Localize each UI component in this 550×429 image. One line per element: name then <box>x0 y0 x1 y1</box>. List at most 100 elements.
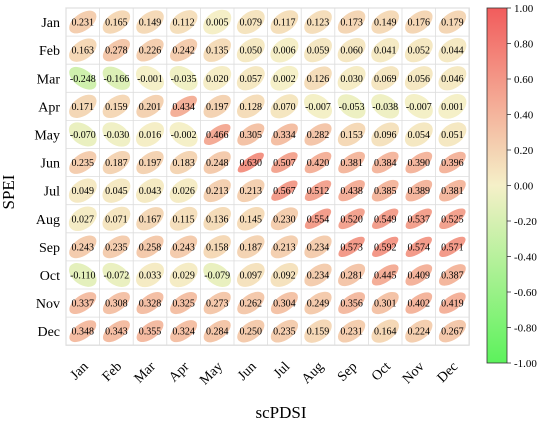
cell-value-label: -0.035 <box>171 74 197 85</box>
cell-ellipse <box>237 235 265 259</box>
cell-value-label: 0.278 <box>105 46 128 57</box>
cell-value-label: 0.197 <box>206 102 229 113</box>
y-tick-label: May <box>34 128 60 143</box>
cell-value-label: 0.409 <box>408 270 431 281</box>
cell-ellipse <box>169 10 198 34</box>
cell-value-label: 0.243 <box>172 242 195 253</box>
cell-ellipse <box>438 66 467 91</box>
cell-ellipse <box>271 152 298 173</box>
cell-ellipse <box>102 320 130 343</box>
cell-value-label: 0.135 <box>206 46 229 57</box>
cell-value-label: 0.027 <box>72 214 95 225</box>
cell-value-label: 0.158 <box>206 242 229 253</box>
x-tick-label: Dec <box>435 359 462 386</box>
cell-ellipse <box>102 206 131 231</box>
cell-value-label: 0.159 <box>105 102 128 113</box>
cell-value-label: 0.097 <box>240 270 263 281</box>
cell-ellipse <box>270 291 298 315</box>
y-tick-label: Nov <box>36 297 60 312</box>
cell-value-label: 0.387 <box>441 270 464 281</box>
cell-ellipse <box>136 320 164 343</box>
cell-ellipse <box>404 66 433 91</box>
cell-value-label: 0.630 <box>240 158 263 169</box>
cell-ellipse <box>136 262 164 288</box>
cell-ellipse <box>404 122 433 147</box>
cell-ellipse <box>203 319 231 343</box>
cell-ellipse <box>203 123 231 145</box>
cell-ellipse <box>304 180 332 201</box>
y-tick-label: Oct <box>40 269 60 284</box>
cell-value-label: 0.030 <box>340 74 363 85</box>
cell-value-label: -0.166 <box>103 74 129 85</box>
cell-value-label: 0.325 <box>172 299 195 310</box>
cell-ellipse <box>136 94 164 118</box>
cell-ellipse <box>270 235 299 259</box>
cell-value-label: 0.213 <box>240 186 263 197</box>
cell-value-label: 0.567 <box>273 186 296 197</box>
colorbar-tick-label: 0.20 <box>514 145 534 157</box>
cell-ellipse <box>68 206 97 231</box>
cell-value-label: 0.213 <box>273 242 296 253</box>
cell-value-label: -0.072 <box>103 270 129 281</box>
cell-value-label: 0.248 <box>206 158 229 169</box>
cell-value-label: 0.171 <box>72 102 95 113</box>
cell-value-label: 0.282 <box>307 130 330 141</box>
cell-ellipse <box>337 38 366 63</box>
cell-value-label: 0.419 <box>441 299 464 310</box>
cell-ellipse <box>304 235 332 259</box>
cell-value-label: -0.001 <box>137 74 163 85</box>
cell-value-label: 0.173 <box>340 18 363 29</box>
cell-value-label: 0.167 <box>139 214 162 225</box>
x-tick-label: Jul <box>271 359 293 381</box>
cell-ellipse <box>438 319 466 343</box>
cell-ellipse <box>405 264 433 286</box>
cell-value-label: 0.128 <box>240 102 263 113</box>
cell-value-label: 0.537 <box>408 214 431 225</box>
cell-value-label: 0.163 <box>72 46 95 57</box>
colorbar-tick-label: -0.20 <box>514 216 537 228</box>
cell-ellipse <box>439 264 466 286</box>
cell-ellipse <box>439 208 466 230</box>
cell-ellipse <box>270 123 298 146</box>
cell-ellipse <box>203 291 231 315</box>
cell-value-label: 0.046 <box>441 74 464 85</box>
cell-value-label: 0.001 <box>441 102 464 113</box>
cell-ellipse <box>438 37 467 63</box>
cell-ellipse <box>102 262 131 288</box>
cell-ellipse <box>169 178 198 203</box>
cell-value-label: 0.284 <box>206 327 229 338</box>
cell-value-label: 0.045 <box>105 186 128 197</box>
cell-ellipse <box>304 263 332 287</box>
cell-value-label: 0.041 <box>374 46 397 57</box>
cell-ellipse <box>371 66 400 91</box>
cell-value-label: 0.305 <box>240 130 263 141</box>
cell-ellipse <box>169 122 198 147</box>
cell-value-label: 0.355 <box>139 327 162 338</box>
cell-value-label: -0.070 <box>70 130 96 141</box>
cell-value-label: 0.328 <box>139 299 162 310</box>
cell-ellipse <box>371 264 399 286</box>
cell-value-label: 0.571 <box>441 242 464 253</box>
cell-value-label: -0.110 <box>70 270 95 281</box>
cell-value-label: 0.029 <box>172 270 195 281</box>
cell-ellipse <box>236 38 265 63</box>
cell-value-label: 0.126 <box>307 74 330 85</box>
cell-ellipse <box>237 179 265 203</box>
x-tick-label: Oct <box>369 359 394 384</box>
cell-ellipse <box>203 235 231 259</box>
cell-value-label: 0.044 <box>441 46 464 57</box>
cell-ellipse <box>169 38 198 62</box>
cell-ellipse <box>372 208 399 229</box>
cell-ellipse <box>304 38 332 63</box>
cell-ellipse <box>68 122 97 147</box>
cell-value-label: 0.243 <box>72 242 95 253</box>
cell-ellipse <box>371 37 400 63</box>
cell-value-label: 0.262 <box>240 299 263 310</box>
cell-value-label: 0.231 <box>72 18 95 29</box>
cell-value-label: 0.054 <box>408 130 431 141</box>
cell-value-label: 0.512 <box>307 186 330 197</box>
x-tick-label: Aug <box>299 359 327 387</box>
cell-ellipse <box>438 93 467 119</box>
cell-ellipse <box>169 66 198 91</box>
